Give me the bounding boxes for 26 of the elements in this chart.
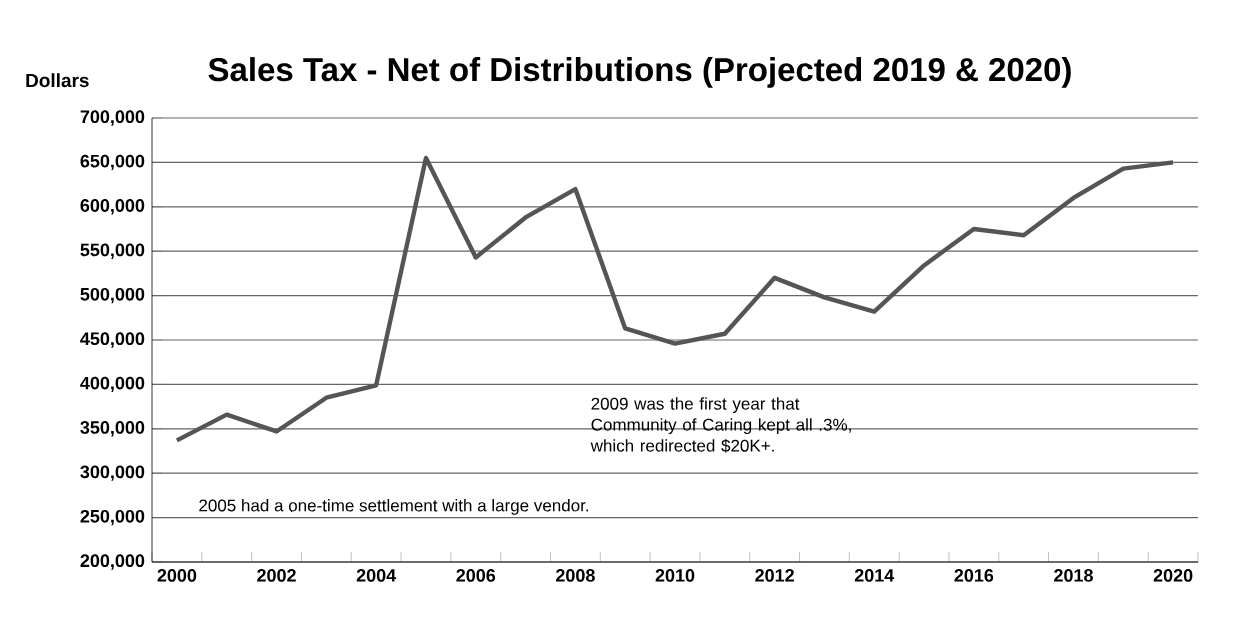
y-axis-title: Dollars	[26, 73, 89, 88]
y-tick-label: 200,000	[80, 554, 145, 570]
y-tick-label: 300,000	[80, 465, 145, 481]
y-tick-label: 500,000	[80, 287, 145, 304]
y-tick-label: 700,000	[80, 110, 145, 126]
y-tick-label: 350,000	[80, 421, 145, 437]
x-tick-label: 2008	[555, 569, 595, 582]
y-tick-label: 400,000	[80, 376, 145, 393]
chart-title: Sales Tax - Net of Distributions (Projected 2019 & 2020)	[208, 57, 1071, 88]
x-tick-label: 2012	[755, 569, 794, 582]
y-tick-label: 250,000	[80, 509, 145, 526]
annotation: 2005 had a one-time settlement with a large vendor.	[199, 499, 589, 515]
x-tick-label: 2014	[854, 569, 895, 582]
x-tick-label: 2020	[1153, 569, 1193, 582]
y-tick-label: 550,000	[80, 243, 145, 259]
x-tick-label: 2016	[954, 569, 994, 582]
x-tick-label: 2010	[655, 569, 695, 582]
x-tick-label: 2004	[356, 569, 397, 582]
x-tick-label: 2006	[456, 569, 496, 582]
y-tick-label: 650,000	[80, 154, 145, 171]
y-tick-label: 600,000	[80, 199, 145, 215]
annotation: 2009 was the first year that Community of Caring kept all .3%, which redirected $20K+.	[590, 397, 851, 453]
x-tick-label: 2002	[257, 569, 296, 582]
x-tick-label: 2000	[157, 569, 197, 582]
x-tick-label: 2018	[1054, 569, 1093, 582]
y-tick-label: 450,000	[80, 332, 145, 348]
